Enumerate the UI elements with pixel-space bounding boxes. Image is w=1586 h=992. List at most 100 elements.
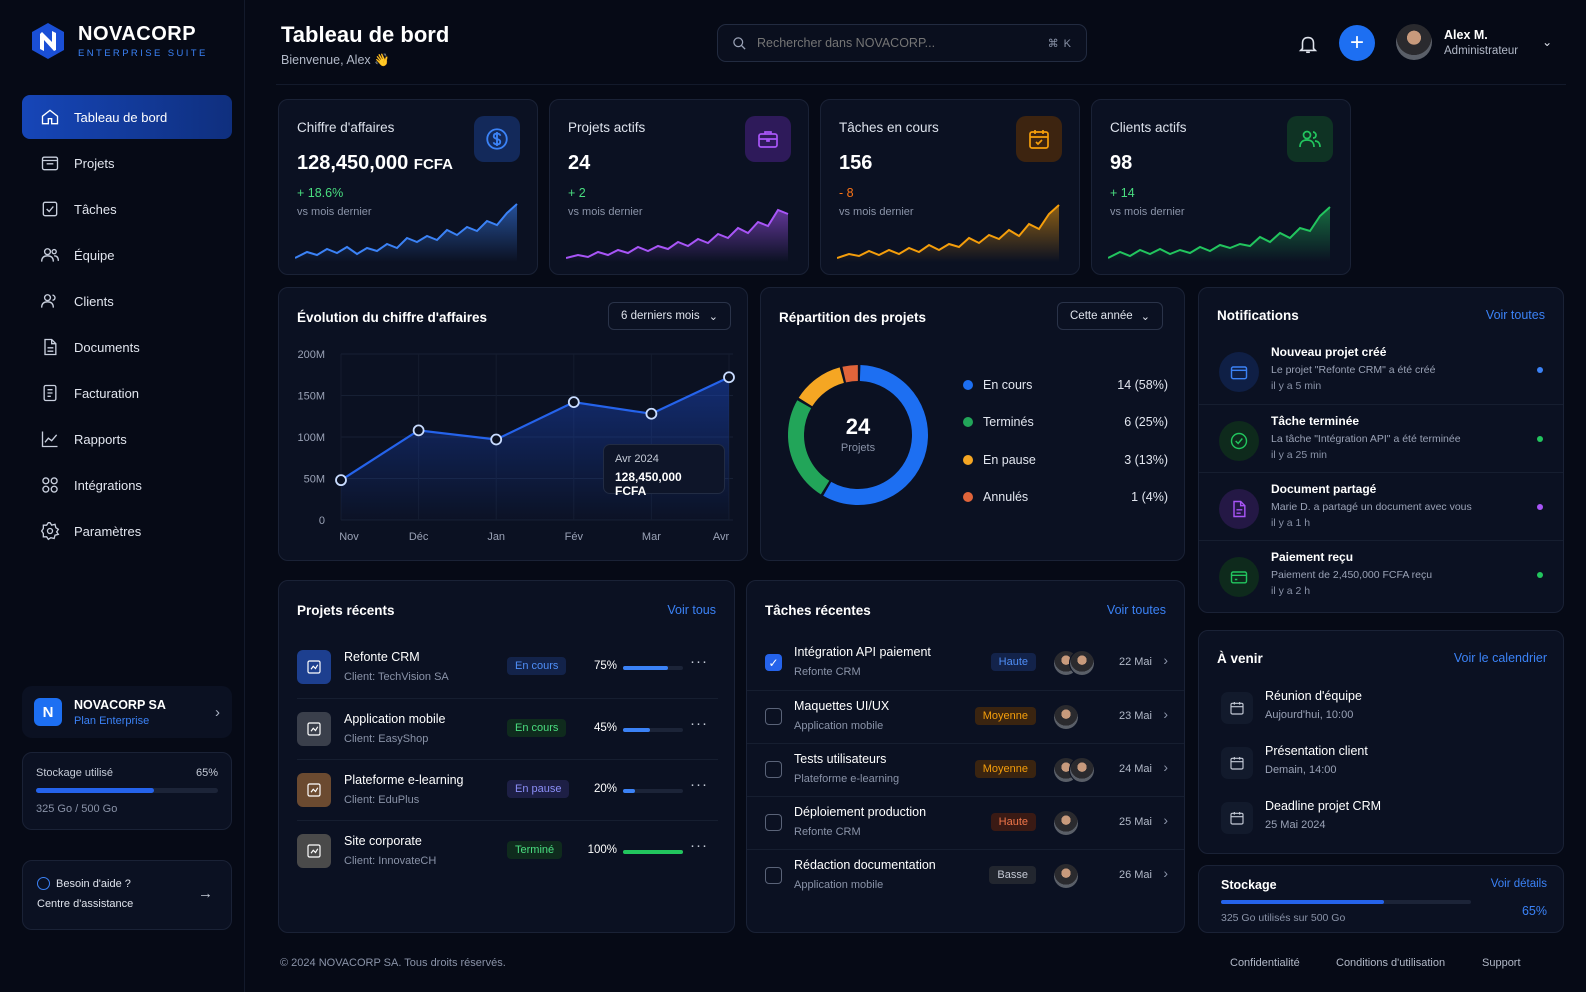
user-menu[interactable]: Alex M. Administrateur ⌄ xyxy=(1396,24,1552,60)
project-thumbnail xyxy=(297,712,331,746)
brand-logo[interactable]: NOVACORP ENTERPRISE SUITE xyxy=(30,22,208,60)
task-checkbox[interactable] xyxy=(765,761,782,778)
stat-card-projects: Projets actifs 24 + 2 vs mois dernier xyxy=(549,99,809,275)
project-row[interactable]: Plateforme e-learning Client: EduPlus En p… xyxy=(297,759,718,820)
footer-link-terms[interactable]: Conditions d'utilisation xyxy=(1336,957,1446,969)
task-checkbox[interactable] xyxy=(765,814,782,831)
stat-value: 128,450,000 FCFA xyxy=(297,152,453,175)
task-checkbox[interactable] xyxy=(765,867,782,884)
task-date: 26 Mai xyxy=(1118,869,1152,881)
task-row[interactable]: Rédaction documentation Application mobil… xyxy=(747,849,1184,902)
nav-label: Intégrations xyxy=(74,477,142,493)
revenue-point[interactable] xyxy=(723,371,735,384)
notifications-see-all-link[interactable]: Voir toutes xyxy=(1485,308,1545,322)
stat-title: Chiffre d'affaires xyxy=(297,120,395,135)
nav-item-billing[interactable]: Facturation xyxy=(22,371,232,415)
nav-label: Documents xyxy=(74,339,140,355)
more-options-icon[interactable]: ··· xyxy=(690,653,708,670)
more-options-icon[interactable]: ··· xyxy=(690,715,708,732)
search-bar[interactable]: ⌘ K xyxy=(717,24,1087,62)
notification-title: Paiement reçu xyxy=(1271,550,1354,564)
users-icon xyxy=(1287,116,1333,162)
task-date: 23 Mai xyxy=(1118,710,1152,722)
task-checkbox[interactable]: ✓ xyxy=(765,654,782,671)
upcoming-item[interactable]: Présentation client Demain, 14:00 xyxy=(1221,738,1541,793)
stat-delta: + 18.6% xyxy=(297,186,344,200)
org-switcher[interactable]: N NOVACORP SA Plan Enterprise › xyxy=(22,686,232,738)
brand-subtitle: ENTERPRISE SUITE xyxy=(78,48,208,59)
nav-item-reports[interactable]: Rapports xyxy=(22,417,232,461)
donut-slice[interactable] xyxy=(788,365,928,505)
notifications-card: Notifications Voir toutes Nouveau projet… xyxy=(1198,287,1564,613)
task-checkbox[interactable] xyxy=(765,708,782,725)
revenue-point[interactable] xyxy=(567,396,580,409)
assignee-avatars xyxy=(1053,650,1103,676)
revenue-point[interactable] xyxy=(490,433,503,446)
search-input[interactable] xyxy=(757,36,1038,50)
notification-item[interactable]: Tâche terminée La tâche "Intégration API"… xyxy=(1199,404,1563,472)
footer-link-privacy[interactable]: Confidentialité xyxy=(1230,957,1300,969)
search-shortcut: ⌘ K xyxy=(1047,37,1072,50)
more-options-icon[interactable]: ··· xyxy=(690,837,708,854)
nav-item-documents[interactable]: Documents xyxy=(22,325,232,369)
notification-item[interactable]: Paiement reçu Paiement de 2,450,000 FCFA … xyxy=(1199,540,1563,608)
chart-tooltip: Avr 2024 128,450,000 FCFA xyxy=(603,444,725,498)
recent-projects-see-all-link[interactable]: Voir tous xyxy=(667,603,716,617)
project-row[interactable]: Application mobile Client: EasyShop En cou… xyxy=(297,698,718,759)
help-card[interactable]: Besoin d'aide ? Centre d'assistance → xyxy=(22,860,232,930)
task-row[interactable]: Maquettes UI/UX Application mobile Moyenne… xyxy=(747,690,1184,743)
stat-value: 24 xyxy=(568,152,591,174)
notification-desc: Le projet "Refonte CRM" a été créé xyxy=(1271,364,1436,376)
recent-tasks-see-all-link[interactable]: Voir toutes xyxy=(1106,603,1166,617)
legend-label: En cours xyxy=(983,377,1033,392)
revenue-point[interactable] xyxy=(645,407,658,420)
payment-icon xyxy=(1219,557,1259,597)
upcoming-item[interactable]: Réunion d'équipe Aujourd'hui, 10:00 xyxy=(1221,683,1541,738)
project-name: Application mobile xyxy=(344,712,446,726)
notification-item[interactable]: Nouveau projet créé Le projet "Refonte CR… xyxy=(1199,336,1563,404)
revenue-point[interactable] xyxy=(335,474,347,487)
task-row[interactable]: ✓ Intégration API paiement Refonte CRM Haut… xyxy=(747,637,1184,690)
nav-item-projects[interactable]: Projets xyxy=(22,141,232,185)
bell-icon[interactable] xyxy=(1297,33,1319,55)
avatar xyxy=(1053,704,1079,730)
task-project: Refonte CRM xyxy=(794,826,861,838)
task-name: Tests utilisateurs xyxy=(794,752,887,766)
revenue-period-dropdown[interactable]: 6 derniers mois ⌄ xyxy=(608,302,731,330)
revenue-point[interactable] xyxy=(412,424,425,437)
project-name: Plateforme e-learning xyxy=(344,773,464,787)
task-project: Application mobile xyxy=(794,879,884,891)
project-row[interactable]: Refonte CRM Client: TechVision SA En cours… xyxy=(297,637,718,698)
unread-dot xyxy=(1537,436,1543,442)
chevron-down-icon: ⌄ xyxy=(1140,310,1150,323)
notification-item[interactable]: Document partagé Marie D. a partagé un do… xyxy=(1199,472,1563,540)
nav-label: Projets xyxy=(74,155,115,171)
upcoming-item[interactable]: Deadline projet CRM 25 Mai 2024 xyxy=(1221,793,1541,848)
nav-item-team[interactable]: Équipe xyxy=(22,233,232,277)
recent-tasks-card: Tâches récentes Voir toutes ✓ Intégration… xyxy=(746,580,1185,933)
task-row[interactable]: Déploiement production Refonte CRM Haute 25… xyxy=(747,796,1184,849)
task-date: 22 Mai xyxy=(1118,656,1152,668)
footer-link-support[interactable]: Support xyxy=(1482,957,1521,969)
nav-item-integrations[interactable]: Intégrations xyxy=(22,463,232,507)
stat-title: Tâches en cours xyxy=(839,120,939,135)
progress-bar xyxy=(623,850,683,854)
nav-item-settings[interactable]: Paramètres xyxy=(22,509,232,553)
priority-badge: Moyenne xyxy=(974,707,1036,725)
add-button[interactable]: + xyxy=(1339,25,1375,61)
dollar-icon xyxy=(474,116,520,162)
task-row[interactable]: Tests utilisateurs Plateforme e-learning M… xyxy=(747,743,1184,796)
priority-badge: Haute xyxy=(990,813,1036,831)
nav-item-dashboard[interactable]: Tableau de bord xyxy=(22,95,232,139)
nav-item-clients[interactable]: Clients xyxy=(22,279,232,323)
more-options-icon[interactable]: ··· xyxy=(690,776,708,793)
calendar-link[interactable]: Voir le calendrier xyxy=(1453,651,1547,665)
notification-title: Document partagé xyxy=(1271,482,1377,496)
grid-icon xyxy=(42,477,58,493)
storage-percent: 65% xyxy=(195,767,218,779)
project-row[interactable]: Site corporate Client: InnovateCH Terminé 1… xyxy=(297,820,718,881)
nav-item-tasks[interactable]: Tâches xyxy=(22,187,232,231)
storage-details-link[interactable]: Voir détails xyxy=(1490,878,1547,890)
distribution-period-dropdown[interactable]: Cette année ⌄ xyxy=(1057,302,1163,330)
donut-center: 24 Projets xyxy=(783,414,933,454)
